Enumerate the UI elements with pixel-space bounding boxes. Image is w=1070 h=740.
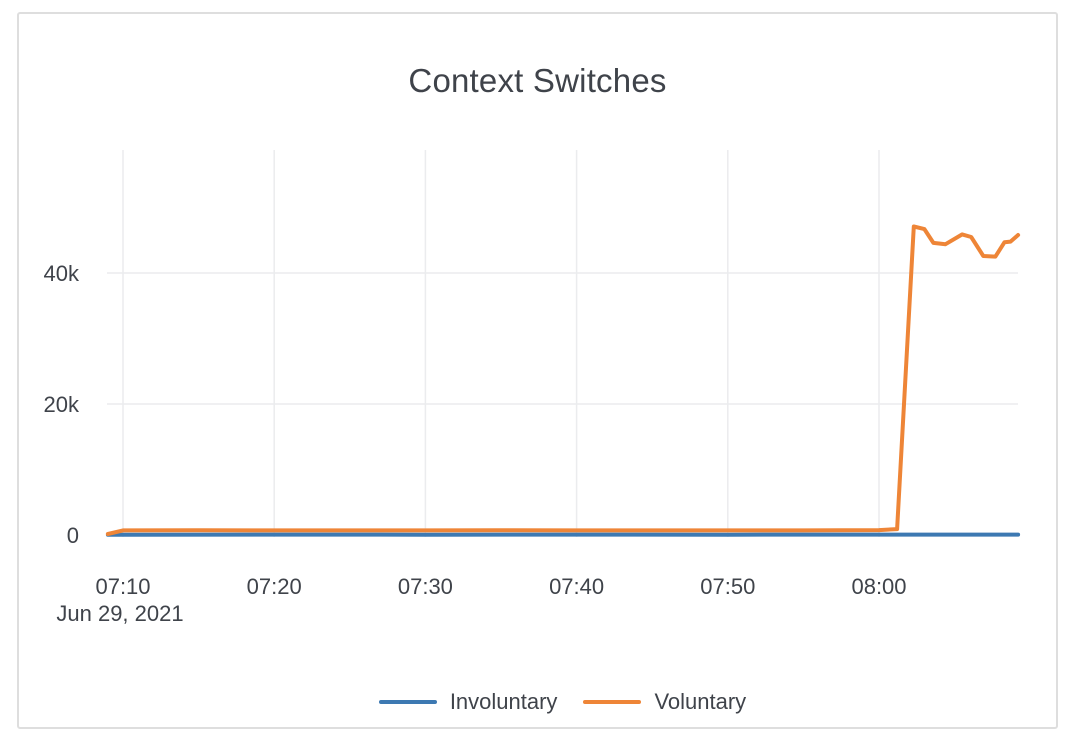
chart-card: Context Switches (17, 12, 1058, 729)
chart-title: Context Switches (408, 62, 667, 99)
x-tick-label: 07:10 (95, 574, 150, 599)
series-line-voluntary (105, 224, 1021, 536)
legend-label-involuntary: Involuntary (449, 689, 558, 714)
legend: Involuntary Voluntary (107, 688, 1018, 716)
y-tick-label: 40k (44, 261, 80, 286)
legend-swatch-voluntary (583, 700, 642, 704)
x-axis-date-label: Jun 29, 2021 (56, 601, 183, 626)
x-tick-label: 07:30 (398, 574, 453, 599)
legend-label-voluntary: Voluntary (654, 689, 747, 714)
legend-swatch-involuntary (378, 700, 437, 704)
y-tick-label: 20k (44, 392, 80, 417)
x-tick-label: 07:50 (700, 574, 755, 599)
y-tick-label: 0 (67, 523, 79, 548)
x-tick-label: 07:20 (247, 574, 302, 599)
legend-item-involuntary[interactable]: Involuntary (378, 688, 558, 716)
x-tick-label: 07:40 (549, 574, 604, 599)
legend-item-voluntary[interactable]: Voluntary (583, 688, 746, 716)
x-tick-label: 08:00 (851, 574, 906, 599)
